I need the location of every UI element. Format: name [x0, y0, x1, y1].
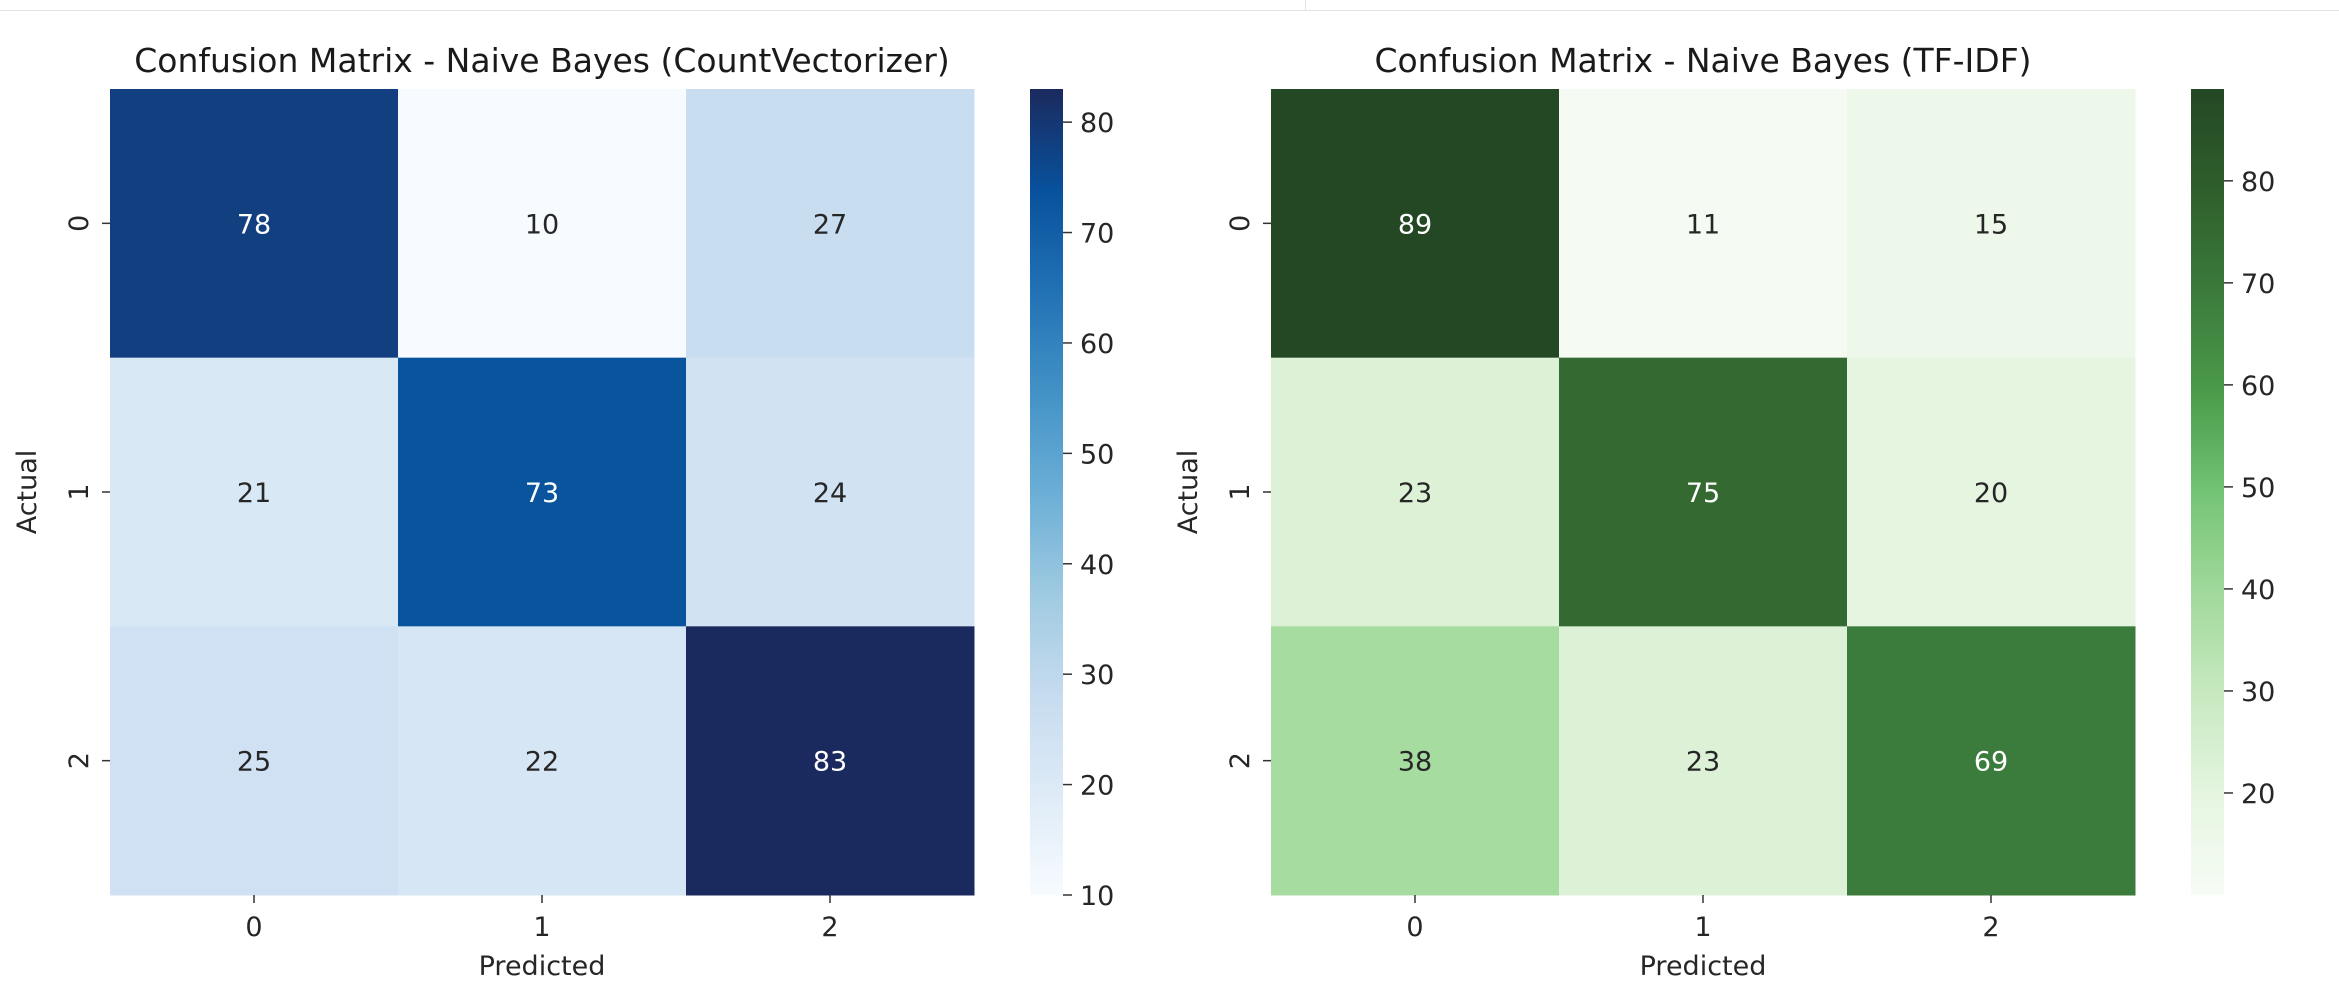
colorbar — [1030, 89, 1063, 895]
heatmap-cell — [1847, 357, 2136, 627]
cell-value-label: 25 — [237, 747, 271, 778]
colorbar-tick-label: 80 — [1080, 108, 1114, 139]
cell-value-label: 23 — [1686, 747, 1720, 778]
colorbar-tick-label: 30 — [2241, 677, 2275, 708]
colorbar-tick-label: 20 — [2241, 779, 2275, 810]
cell-value-label: 23 — [1398, 478, 1432, 509]
colorbar — [2191, 89, 2224, 895]
heatmap-cell — [1559, 357, 1848, 627]
y-tick-label: 0 — [64, 215, 95, 232]
heatmap-panel-2: Confusion Matrix - Naive Bayes (TF-IDF) 8… — [1173, 41, 2275, 982]
y-tick-label: 2 — [64, 752, 95, 769]
cell-value-label: 22 — [525, 747, 559, 778]
cell-value-label: 21 — [237, 478, 271, 509]
colorbar-tick-label: 30 — [1080, 660, 1114, 691]
x-tick-label: 0 — [1406, 912, 1423, 943]
cell-value-label: 73 — [525, 478, 559, 509]
colorbar-tick-label: 40 — [2241, 575, 2275, 606]
y-tick-label: 1 — [1225, 483, 1256, 500]
heatmap-panel-1: Confusion Matrix - Naive Bayes (CountVec… — [12, 41, 1114, 982]
colorbar-tick-label: 10 — [1080, 881, 1114, 912]
heatmap-cell — [1271, 626, 1560, 896]
chart-title: Confusion Matrix - Naive Bayes (CountVec… — [134, 41, 949, 80]
heatmap-cell — [1271, 89, 1560, 359]
heatmap-cell — [110, 626, 399, 896]
notebook-column-divider — [1305, 0, 1306, 10]
colorbar-tick-label: 70 — [2241, 269, 2275, 300]
heatmap-cell — [1271, 357, 1560, 627]
y-tick-label: 1 — [64, 483, 95, 500]
x-tick-label: 1 — [533, 912, 550, 943]
y-tick-label: 2 — [1225, 752, 1256, 769]
cell-value-label: 38 — [1398, 747, 1432, 778]
colorbar-tick-label: 20 — [1080, 771, 1114, 802]
heatmap-cell — [398, 357, 687, 627]
heatmap-cell — [1559, 626, 1848, 896]
colorbar-tick-label: 60 — [2241, 371, 2275, 402]
heatmap-cell — [398, 626, 687, 896]
chart-title: Confusion Matrix - Naive Bayes (TF-IDF) — [1374, 41, 2031, 80]
colorbar-tick-label: 60 — [1080, 329, 1114, 360]
heatmap-cell — [1559, 89, 1848, 359]
cell-value-label: 15 — [1974, 209, 2008, 240]
y-axis-label: Actual — [1173, 450, 1204, 535]
x-tick-label: 0 — [245, 912, 262, 943]
x-axis-label: Predicted — [1640, 951, 1767, 982]
colorbar-tick-label: 40 — [1080, 550, 1114, 581]
x-tick-label: 1 — [1694, 912, 1711, 943]
heatmap-cell — [110, 357, 399, 627]
y-axis-label: Actual — [12, 450, 43, 535]
cell-value-label: 27 — [813, 209, 847, 240]
notebook-cell-border — [0, 10, 2339, 11]
colorbar-tick-label: 50 — [1080, 439, 1114, 470]
heatmap-cell — [1847, 89, 2136, 359]
cell-value-label: 20 — [1974, 478, 2008, 509]
cell-value-label: 89 — [1398, 209, 1432, 240]
heatmap-cell — [686, 626, 975, 896]
cell-value-label: 75 — [1686, 478, 1720, 509]
colorbar-tick-label: 80 — [2241, 167, 2275, 198]
heatmap-cell — [110, 89, 399, 359]
cell-value-label: 69 — [1974, 747, 2008, 778]
heatmap-cell — [686, 89, 975, 359]
cell-value-label: 10 — [525, 209, 559, 240]
x-tick-label: 2 — [1982, 912, 1999, 943]
cell-value-label: 83 — [813, 747, 847, 778]
cell-value-label: 78 — [237, 209, 271, 240]
heatmap-cell — [1847, 626, 2136, 896]
x-tick-label: 2 — [821, 912, 838, 943]
y-tick-label: 0 — [1225, 215, 1256, 232]
heatmap-cell — [686, 357, 975, 627]
colorbar-tick-label: 50 — [2241, 473, 2275, 504]
colorbar-tick-label: 70 — [1080, 219, 1114, 250]
heatmap-cell — [398, 89, 687, 359]
x-axis-label: Predicted — [479, 951, 606, 982]
cell-value-label: 11 — [1686, 209, 1720, 240]
cell-value-label: 24 — [813, 478, 847, 509]
